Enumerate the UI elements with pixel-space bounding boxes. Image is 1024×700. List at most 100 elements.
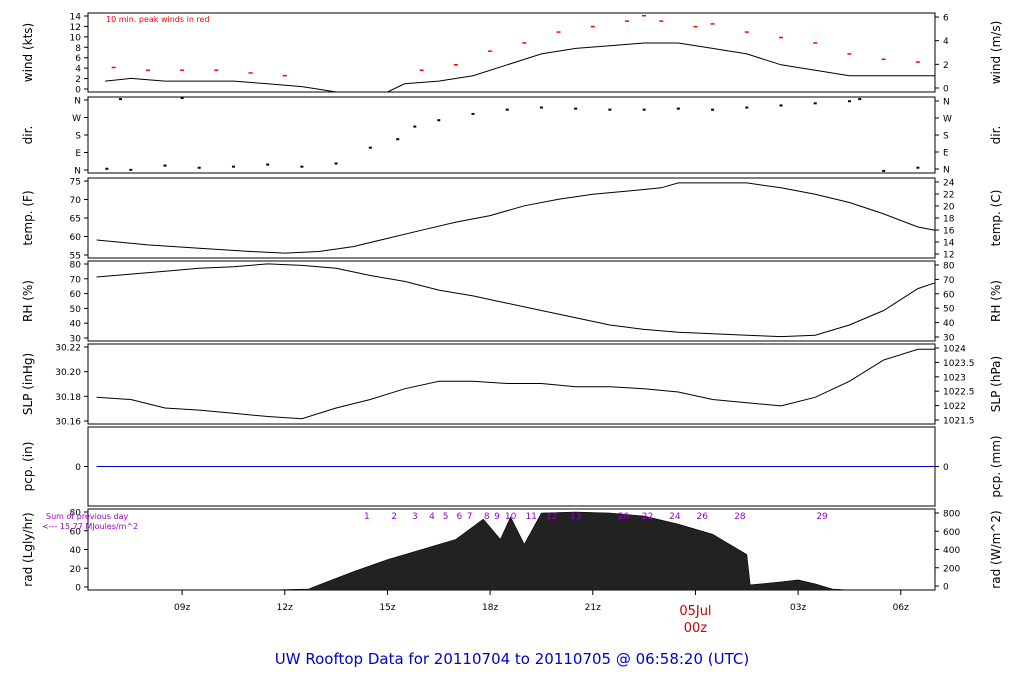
y-tick-label-left: S xyxy=(75,132,81,142)
rad-hour-mark: 26 xyxy=(697,512,709,522)
y-tick-label-right: 30 xyxy=(943,334,955,344)
direction-point xyxy=(334,162,338,165)
y-tick-label-right: 24 xyxy=(943,179,955,189)
y-tick-label-right: 1021.5 xyxy=(943,417,975,427)
rad-hour-mark: 7 xyxy=(467,512,473,522)
direction-point xyxy=(266,163,270,166)
y-tick-label-left: 30.18 xyxy=(55,393,81,403)
direction-point xyxy=(163,164,167,167)
y-axis-label-left: rad (Lgly/hr) xyxy=(21,512,35,586)
direction-point xyxy=(539,106,543,109)
y-tick-label-right: 6 xyxy=(943,14,949,24)
y-tick-label-right: 1024 xyxy=(943,345,966,355)
direction-point xyxy=(396,138,400,141)
direction-point xyxy=(882,169,886,172)
direction-point xyxy=(574,107,578,110)
y-tick-label-right: 18 xyxy=(943,215,955,225)
rad-hour-mark: 13 xyxy=(570,512,581,522)
direction-point xyxy=(505,108,509,111)
x-date-hour-label: 00z xyxy=(684,621,708,636)
y-tick-label-right: 12 xyxy=(943,251,954,261)
y-tick-label-right: N xyxy=(943,98,950,108)
x-tick-label: 21z xyxy=(585,603,601,613)
y-tick-label-right: 800 xyxy=(943,510,960,520)
y-tick-label-left: 30.20 xyxy=(55,368,81,378)
series-line-wind xyxy=(105,42,935,93)
radiation-area xyxy=(96,511,935,591)
y-tick-label-right: 0 xyxy=(943,85,949,95)
y-axis-label-left: SLP (inHg) xyxy=(21,353,35,415)
direction-point xyxy=(745,106,749,109)
direction-point xyxy=(858,98,862,101)
direction-point xyxy=(368,146,372,149)
y-axis-label-right: temp. (C) xyxy=(989,190,1003,247)
y-tick-label-right: 16 xyxy=(943,227,955,237)
rad-hour-mark: 1 xyxy=(364,512,370,522)
y-tick-label-right: 22 xyxy=(943,191,954,201)
y-tick-label-right: 50 xyxy=(943,305,955,315)
y-tick-label-left: 10 xyxy=(70,33,82,43)
direction-point xyxy=(105,167,109,170)
y-tick-label-right: 4 xyxy=(943,37,949,47)
rad-hour-mark: 8 xyxy=(484,512,490,522)
x-tick-label: 12z xyxy=(277,603,293,613)
direction-point xyxy=(119,98,123,101)
rad-hour-mark: 20 xyxy=(618,512,630,522)
rad-hour-mark: 3 xyxy=(412,512,418,522)
x-tick-label: 03z xyxy=(790,603,806,613)
y-tick-label-left: 80 xyxy=(70,261,82,271)
y-tick-label-left: 30.16 xyxy=(55,418,81,428)
y-tick-label-right: 40 xyxy=(943,319,955,329)
y-tick-label-left: 0 xyxy=(75,584,81,594)
y-tick-label-left: N xyxy=(74,97,81,107)
y-tick-label-right: 20 xyxy=(943,203,955,213)
chart-title: UW Rooftop Data for 20110704 to 20110705… xyxy=(274,650,750,668)
y-tick-label-left: 60 xyxy=(70,233,82,243)
y-tick-label-right: 1022 xyxy=(943,402,966,412)
y-tick-label-left: 4 xyxy=(75,65,81,75)
direction-point xyxy=(642,108,646,111)
y-tick-label-right: N xyxy=(943,166,950,176)
y-tick-label-left: 40 xyxy=(70,546,82,556)
y-axis-label-right: rad (W/m^2) xyxy=(989,510,1003,588)
rad-hour-mark: 5 xyxy=(443,512,449,522)
y-tick-label-left: 70 xyxy=(70,196,82,206)
y-tick-label-left: 2 xyxy=(75,75,81,85)
direction-point xyxy=(413,125,417,128)
x-date-label: 05Jul xyxy=(679,604,711,619)
y-tick-label-right: S xyxy=(943,132,949,142)
direction-point xyxy=(676,107,680,110)
y-tick-label-left: 12 xyxy=(70,23,81,33)
y-tick-label-left: 30 xyxy=(70,335,82,345)
direction-point xyxy=(129,168,133,171)
panel-frame-rh xyxy=(87,260,936,342)
y-tick-label-left: 80 xyxy=(70,509,82,519)
y-tick-label-right: 1022.5 xyxy=(943,388,975,398)
direction-point xyxy=(608,108,612,111)
y-axis-label-right: wind (m/s) xyxy=(989,21,1003,85)
panel-frame-dir xyxy=(87,96,936,174)
direction-point xyxy=(231,165,235,168)
y-tick-label-left: 0 xyxy=(75,86,81,96)
y-tick-label-right: 200 xyxy=(943,564,960,574)
y-tick-label-left: 30.22 xyxy=(55,344,81,354)
y-tick-label-left: N xyxy=(74,167,81,177)
y-axis-label-right: RH (%) xyxy=(989,280,1003,322)
y-tick-label-right: E xyxy=(943,149,949,159)
x-tick-label: 15z xyxy=(379,603,395,613)
panel-frame-slp xyxy=(87,343,936,425)
y-axis-label-left: dir. xyxy=(21,126,35,145)
y-tick-label-right: W xyxy=(943,115,952,125)
y-tick-label-right: 600 xyxy=(943,528,960,538)
y-tick-label-left: W xyxy=(72,114,81,124)
y-tick-label-left: 14 xyxy=(70,13,82,23)
direction-point xyxy=(711,108,715,111)
y-tick-label-right: 1023 xyxy=(943,373,966,383)
y-tick-label-left: E xyxy=(75,149,81,159)
y-tick-label-right: 400 xyxy=(943,546,960,556)
y-tick-label-right: 80 xyxy=(943,262,955,272)
direction-point xyxy=(197,166,201,169)
direction-point xyxy=(437,119,441,122)
direction-point xyxy=(847,100,851,103)
